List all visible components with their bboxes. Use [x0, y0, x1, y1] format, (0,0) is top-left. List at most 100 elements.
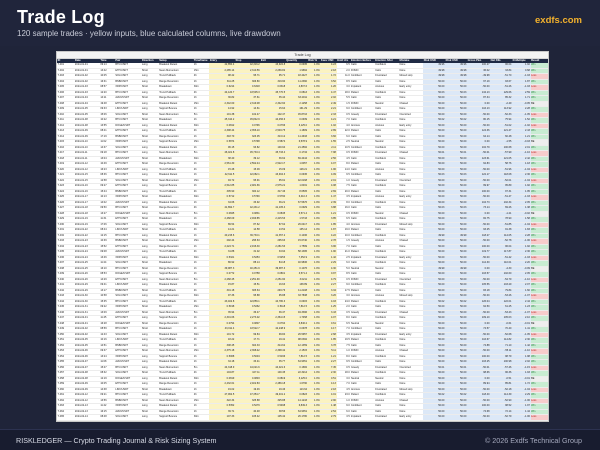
table-cell[interactable]: BTC/USDT [114, 117, 142, 124]
table-cell[interactable]: Calm [374, 106, 399, 113]
table-cell[interactable]: 62.50 [466, 304, 491, 311]
table-cell[interactable]: 3.26 [320, 293, 337, 300]
table-cell[interactable]: 49.96 [423, 63, 446, 69]
table-cell[interactable]: 3.85 [320, 216, 337, 223]
table-cell[interactable]: 319.90 [260, 79, 286, 86]
table-cell[interactable]: 50.00 [423, 293, 446, 300]
table-cell[interactable]: Patient [350, 90, 375, 97]
table-cell[interactable]: 3.78 [320, 343, 337, 350]
table-cell[interactable]: Win [530, 117, 548, 124]
table-cell[interactable]: 30m [193, 376, 210, 383]
column-header[interactable]: Net P&L [490, 59, 513, 64]
table-cell[interactable]: 50.00 [423, 112, 446, 119]
table-cell[interactable]: Anxious [350, 222, 375, 229]
table-cell[interactable]: 60.48 [490, 134, 513, 141]
table-cell[interactable]: 113.64 [285, 387, 308, 394]
table-cell[interactable]: 50.00 [445, 398, 467, 405]
table-cell[interactable]: 50.00 [423, 376, 446, 383]
table-cell[interactable]: 37.61 [234, 95, 261, 102]
table-cell[interactable]: 93.25 [466, 227, 491, 234]
table-cell[interactable]: Breakout Retest [158, 233, 194, 240]
table-cell[interactable]: News Momentum [158, 112, 194, 119]
table-cell[interactable]: 64.9351 [285, 359, 308, 366]
table-cell[interactable]: Long [141, 354, 159, 361]
table-cell[interactable]: None [398, 321, 424, 328]
table-cell[interactable]: BTC/USDT [114, 172, 142, 179]
table-cell[interactable]: Trend Pullback [158, 288, 194, 295]
table-cell[interactable]: -2.49 [490, 101, 513, 108]
table-cell[interactable]: 1h [193, 106, 210, 113]
table-cell[interactable]: -1.04 [512, 167, 531, 174]
table-cell[interactable]: T-039 [57, 271, 75, 278]
table-cell[interactable]: 3,125.0 [285, 376, 308, 383]
table-cell[interactable]: Greedy [350, 365, 375, 372]
table-cell[interactable]: 1.47 [320, 194, 337, 201]
table-cell[interactable]: Short [141, 238, 159, 245]
table-cell[interactable]: 2,266.82 [260, 68, 286, 75]
table-cell[interactable]: -50.00 [466, 414, 491, 421]
table-cell[interactable]: 09:33 [99, 106, 115, 113]
table-cell[interactable]: 119.77 [466, 249, 491, 256]
table-cell[interactable]: Neutral [350, 321, 375, 328]
table-cell[interactable]: 311.25 [209, 79, 235, 86]
table-cell[interactable]: 3.0211 [285, 277, 308, 284]
table-cell[interactable]: T-056 [57, 365, 75, 372]
table-row[interactable]: T-044 2024-01-30 15:35 BTC/USDT Long Trend Pu… [57, 299, 548, 306]
table-cell[interactable]: 2024-01-24 [74, 255, 100, 262]
table-cell[interactable]: Oversized [398, 365, 424, 372]
table-cell[interactable]: 50.02 [423, 117, 446, 124]
table-cell[interactable]: Calm [374, 95, 399, 102]
table-cell[interactable]: 325.88 [234, 398, 261, 405]
table-cell[interactable]: 1.0% [307, 392, 321, 399]
table-cell[interactable]: 3.52 [320, 79, 337, 86]
table-cell[interactable]: Patient [350, 299, 375, 306]
table-cell[interactable]: 17:19 [99, 134, 115, 141]
table-cell[interactable]: 1.0% [307, 359, 321, 366]
table-cell[interactable]: -50.00 [466, 222, 491, 229]
table-row[interactable]: T-047 2024-02-01 11:45 ETH/USDT Long Support … [57, 315, 548, 322]
table-cell[interactable]: 0.5 [336, 150, 351, 157]
table-cell[interactable]: T-011 [57, 117, 75, 124]
table-cell[interactable]: 97.19 [466, 79, 491, 86]
table-cell[interactable]: 0.0819 [209, 376, 235, 383]
table-cell[interactable]: 70.40 [490, 326, 513, 333]
table-cell[interactable]: 14.61 [234, 106, 261, 113]
table-cell[interactable]: 50.00 [423, 238, 446, 245]
table-cell[interactable]: 0.6318 [260, 84, 286, 91]
table-cell[interactable]: 1h [193, 216, 210, 223]
table-cell[interactable]: Calm [374, 326, 399, 333]
table-cell[interactable]: 43,904.3 [260, 172, 286, 179]
table-cell[interactable]: 1.71 [512, 95, 531, 102]
table-cell[interactable]: 2.02 [320, 95, 337, 102]
table-cell[interactable]: Win [530, 95, 548, 102]
table-cell[interactable]: Breakout Retest [158, 172, 194, 179]
table-cell[interactable]: 43,505.3 [234, 90, 261, 97]
table-cell[interactable]: -0.05 [512, 101, 531, 108]
table-cell[interactable]: Early entry [398, 255, 424, 262]
table-cell[interactable]: 1.0% [307, 414, 321, 421]
table-cell[interactable]: Long [141, 244, 159, 251]
table-cell[interactable]: 50.00 [445, 293, 467, 300]
table-cell[interactable]: Loss [530, 150, 548, 157]
table-row[interactable]: T-045 2024-01-31 09:22 XRP/USDT Short Breakdo… [57, 304, 548, 311]
table-cell[interactable]: 8.0 [336, 315, 351, 322]
table-cell[interactable]: T-058 [57, 376, 75, 383]
table-cell[interactable]: 22.3214 [285, 370, 308, 377]
table-cell[interactable]: News Momentum [158, 150, 194, 157]
table-cell[interactable]: 1.0% [307, 293, 321, 300]
column-header[interactable]: Time [99, 59, 115, 64]
table-cell[interactable]: Long [141, 376, 159, 383]
table-cell[interactable]: Calm [350, 117, 375, 124]
table-row[interactable]: T-013 2024-01-09 08:41 ETH/USDT Long Trend Pu… [57, 128, 548, 135]
table-cell[interactable]: 46,021.8 [209, 150, 235, 157]
table-cell[interactable]: T-015 [57, 139, 75, 146]
table-cell[interactable]: 4h [193, 73, 210, 80]
table-cell[interactable]: Short [141, 310, 159, 317]
table-cell[interactable]: 2024-01-24 [74, 249, 100, 256]
table-cell[interactable]: 1.0% [307, 123, 321, 130]
table-cell[interactable]: 0.68 [512, 68, 531, 75]
table-cell[interactable]: Confident [350, 326, 375, 333]
table-cell[interactable]: 50.00 [423, 244, 446, 251]
table-row[interactable]: T-025 2024-01-17 10:13 XRP/USDT Short Breakdo… [57, 194, 548, 201]
table-cell[interactable]: Trend Pullback [158, 249, 194, 256]
